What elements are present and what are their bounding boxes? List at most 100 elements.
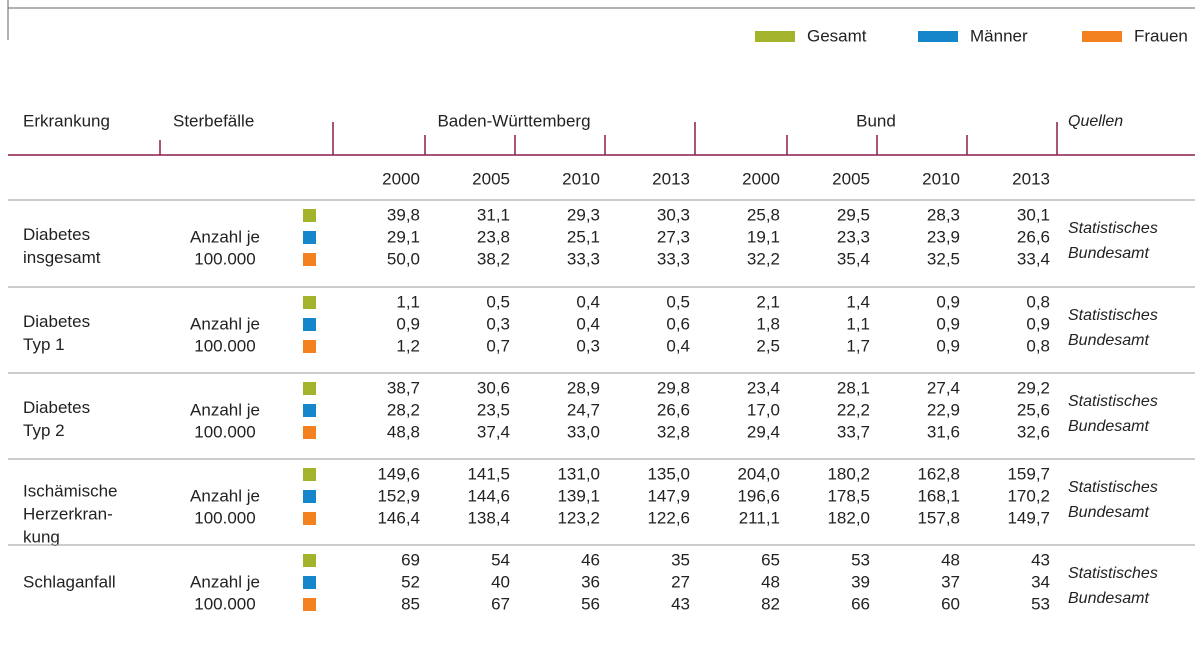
value: 0,5 [486,292,510,311]
value: 180,2 [827,464,870,483]
value: 46 [581,550,600,569]
value: 22,2 [837,400,870,419]
value: 54 [491,550,510,569]
value: 211,1 [739,508,780,527]
legend-label: Männer [970,26,1028,45]
series-swatch [303,554,316,567]
source: Statistisches [1068,565,1158,582]
source: Bundesamt [1068,245,1149,262]
legend-label: Gesamt [807,26,867,45]
year: 2013 [652,169,690,188]
value: 162,8 [917,464,960,483]
value: 29,3 [567,205,600,224]
unit: 100.000 [194,336,255,355]
value: 1,8 [756,314,780,333]
value: 170,2 [1007,486,1050,505]
value: 39 [851,572,870,591]
header-cell: Quellen [1068,113,1123,130]
source: Bundesamt [1068,504,1149,521]
value: 35,4 [837,249,870,268]
value: 53 [851,550,870,569]
source: Bundesamt [1068,332,1149,349]
year: 2005 [472,169,510,188]
value: 139,1 [557,486,600,505]
value: 0,9 [1026,314,1050,333]
header-cell: Baden-Württemberg [437,111,590,130]
value: 0,4 [666,336,690,355]
value: 2,1 [756,292,780,311]
year: 2013 [1012,169,1050,188]
value: 19,1 [747,227,780,246]
value: 34 [1031,572,1050,591]
series-swatch [303,253,316,266]
value: 0,8 [1026,336,1050,355]
value: 33,7 [837,422,870,441]
value: 32,6 [1017,422,1050,441]
legend-swatch [755,31,795,42]
value: 53 [1031,594,1050,613]
value: 23,8 [477,227,510,246]
value: 31,6 [927,422,960,441]
series-swatch [303,598,316,611]
value: 29,4 [747,422,780,441]
year: 2000 [742,169,780,188]
disease: Ischämische [23,481,117,500]
value: 48 [761,572,780,591]
value: 30,6 [477,378,510,397]
value: 43 [1031,550,1050,569]
value: 28,9 [567,378,600,397]
disease: Typ 2 [23,421,65,440]
disease: Typ 1 [23,335,65,354]
value: 25,1 [567,227,600,246]
value: 22,9 [927,400,960,419]
series-swatch [303,512,316,525]
value: 157,8 [917,508,960,527]
disease: Diabetes [23,398,90,417]
value: 48,8 [387,422,420,441]
unit: Anzahl je [190,400,260,419]
value: 30,3 [657,205,690,224]
value: 23,9 [927,227,960,246]
value: 38,7 [387,378,420,397]
source: Bundesamt [1068,590,1149,607]
disease: insgesamt [23,248,101,267]
value: 33,4 [1017,249,1050,268]
value: 29,1 [387,227,420,246]
value: 35 [671,550,690,569]
value: 25,6 [1017,400,1050,419]
value: 0,7 [486,336,510,355]
disease: Diabetes [23,312,90,331]
value: 196,6 [737,486,780,505]
value: 0,9 [936,336,960,355]
series-swatch [303,468,316,481]
value: 50,0 [387,249,420,268]
value: 1,4 [846,292,870,311]
year: 2010 [562,169,600,188]
value: 66 [851,594,870,613]
value: 48 [941,550,960,569]
legend-swatch [1082,31,1122,42]
value: 33,3 [567,249,600,268]
value: 28,3 [927,205,960,224]
year: 2010 [922,169,960,188]
unit: Anzahl je [190,227,260,246]
value: 23,4 [747,378,780,397]
value: 39,8 [387,205,420,224]
value: 33,3 [657,249,690,268]
series-swatch [303,382,316,395]
value: 131,0 [557,464,600,483]
value: 149,6 [377,464,420,483]
series-swatch [303,426,316,439]
value: 152,9 [377,486,420,505]
source: Statistisches [1068,307,1158,324]
series-swatch [303,490,316,503]
value: 67 [491,594,510,613]
unit: 100.000 [194,249,255,268]
unit: 100.000 [194,594,255,613]
series-swatch [303,296,316,309]
value: 0,6 [666,314,690,333]
value: 1,7 [846,336,870,355]
value: 26,6 [1017,227,1050,246]
value: 0,4 [576,292,600,311]
